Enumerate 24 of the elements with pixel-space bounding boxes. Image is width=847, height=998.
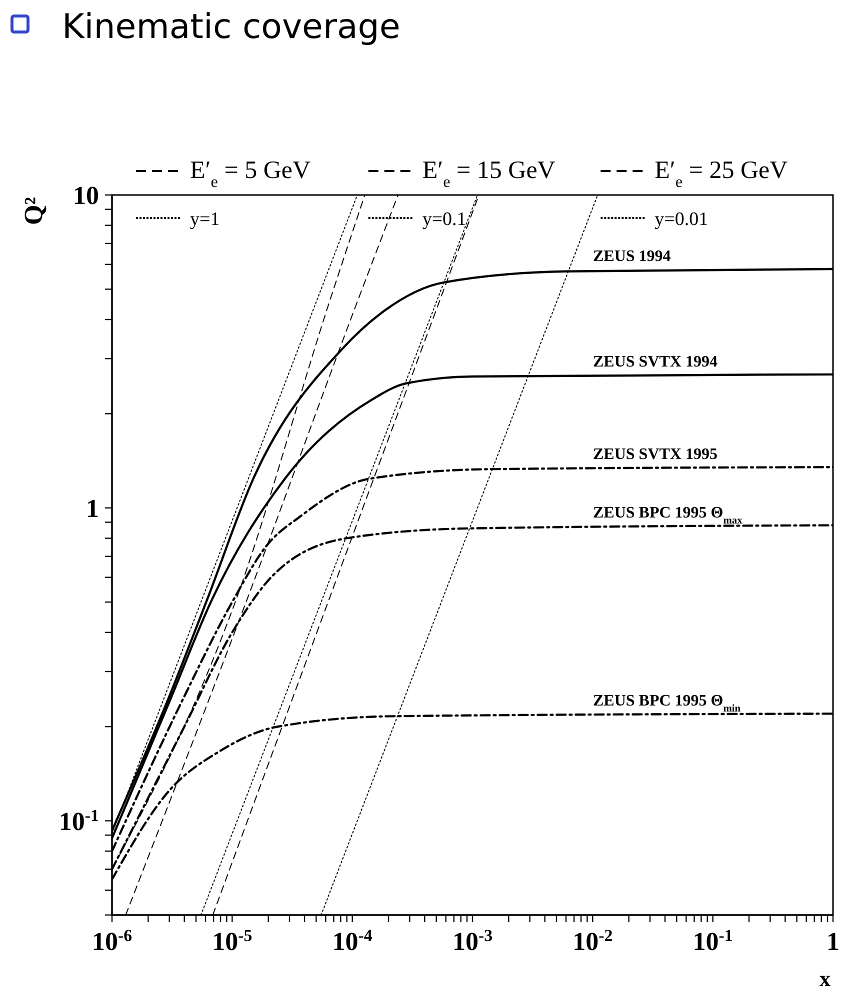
series-label: ZEUS BPC 1995 Θ$_{max}$ <box>593 504 744 526</box>
series-label: ZEUS 1994 <box>593 248 671 266</box>
x-tick-label: 1 <box>826 927 840 956</box>
x-tick-label: 10$^{-4}$ <box>332 926 373 956</box>
x-tick-label: 10$^{-5}$ <box>212 926 252 956</box>
legend-label: y=0.01 <box>654 209 708 230</box>
y-axis-title: Q² <box>19 196 48 225</box>
x-axis-title: x <box>820 966 830 991</box>
series-label: ZEUS BPC 1995 Θ$_{min}$ <box>593 692 741 714</box>
legend-label: E′$_{e}$ = 15 GeV <box>422 157 556 191</box>
x-tick-label: 10$^{-6}$ <box>92 926 132 956</box>
legend-label: y=1 <box>190 209 220 230</box>
series-label: ZEUS SVTX 1995 <box>593 446 718 464</box>
y-tick-label: 10$^{-1}$ <box>58 805 99 836</box>
legend-label: E′$_{e}$ = 25 GeV <box>654 157 788 191</box>
x-tick-label: 10$^{-3}$ <box>452 926 493 956</box>
y-tick-label: 10 <box>73 181 99 210</box>
chart-title: Kinematic coverage <box>62 7 400 47</box>
series-label: ZEUS SVTX 1994 <box>593 353 718 370</box>
legend-label: E′$_{e}$ = 5 GeV <box>190 157 311 191</box>
x-tick-label: 10$^{-2}$ <box>572 926 613 956</box>
x-tick-label: 10$^{-1}$ <box>692 926 733 956</box>
legend-label: y=0.1 <box>422 209 466 230</box>
y-tick-label: 1 <box>86 494 99 523</box>
